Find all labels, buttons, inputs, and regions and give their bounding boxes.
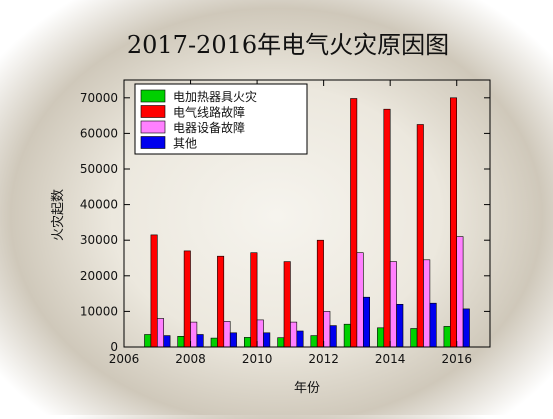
x-axis-label: 年份	[294, 381, 320, 396]
bar-3-2012	[329, 325, 337, 348]
bar-0-2013	[343, 323, 351, 348]
y-tick-label: 20000	[80, 269, 118, 283]
bar-3-2007	[163, 335, 171, 348]
ticks-group: 2006 2008 2010 2012 2014 2016 0 10000 20000 30000…	[80, 80, 490, 366]
legend-swatch	[140, 136, 166, 149]
bar-1-2007	[150, 234, 158, 348]
y-tick-label: 40000	[80, 198, 118, 212]
legend-label: 电加热器具火灾	[173, 89, 257, 104]
x-tick-label: 2008	[175, 352, 206, 366]
bar-0-2012	[310, 335, 318, 348]
legend-swatch	[140, 105, 166, 118]
bar-3-2014	[396, 303, 404, 348]
y-tick-label: 50000	[80, 162, 118, 176]
bar-2-2016	[456, 236, 464, 348]
legend-swatch	[140, 89, 166, 103]
bars-group	[144, 97, 470, 348]
legend-label: 电器设备故障	[173, 120, 245, 135]
x-tick-label: 2016	[441, 352, 472, 366]
bar-2-2008	[190, 321, 198, 348]
chart-title: 2017-2016年电气火灾原因图	[127, 31, 449, 59]
bar-3-2015	[429, 302, 437, 348]
y-tick-label: 60000	[80, 126, 118, 140]
bar-1-2010	[250, 252, 258, 348]
bar-3-2016	[462, 308, 470, 348]
x-tick-label: 2006	[109, 352, 140, 366]
bar-1-2014	[383, 108, 391, 348]
legend-swatch	[140, 120, 166, 134]
bar-1-2012	[316, 239, 324, 348]
bar-3-2010	[263, 332, 271, 348]
bar-3-2013	[362, 296, 370, 348]
bar-2-2007	[157, 318, 165, 348]
y-axis-label: 火灾起数	[50, 189, 66, 241]
y-tick-label: 70000	[80, 91, 118, 105]
legend-label: 其他	[173, 137, 197, 151]
bar-1-2016	[449, 97, 457, 348]
bar-2-2014	[389, 261, 397, 348]
bar-2-2009	[223, 321, 231, 348]
bar-0-2009	[210, 337, 218, 348]
bar-2-2015	[423, 259, 431, 348]
bar-0-2015	[410, 328, 418, 348]
bar-0-2011	[277, 337, 285, 348]
bar-1-2013	[350, 98, 358, 348]
bar-2-2010	[256, 319, 264, 348]
y-tick-label: 10000	[80, 304, 118, 318]
bar-3-2009	[229, 332, 237, 348]
bar-3-2011	[296, 330, 304, 348]
y-tick-label: 0	[110, 340, 118, 354]
y-tick-label: 30000	[80, 233, 118, 247]
bar-0-2016	[443, 326, 451, 348]
bar-1-2011	[283, 261, 291, 348]
bar-1-2009	[217, 255, 225, 348]
x-tick-label: 2012	[308, 352, 339, 366]
plot-frame	[123, 79, 491, 348]
bar-1-2008	[183, 250, 191, 348]
bar-0-2010	[244, 337, 252, 348]
bar-0-2007	[144, 334, 152, 348]
bar-1-2015	[416, 124, 424, 348]
legend-label: 电气线路故障	[173, 105, 245, 120]
bar-0-2008	[177, 335, 185, 348]
bar-3-2008	[196, 334, 204, 348]
x-tick-label: 2010	[242, 352, 273, 366]
bar-2-2012	[323, 311, 331, 348]
bar-0-2014	[377, 327, 385, 348]
bar-2-2013	[356, 252, 364, 348]
x-tick-label: 2014	[375, 352, 406, 366]
bar-2-2011	[290, 321, 298, 348]
